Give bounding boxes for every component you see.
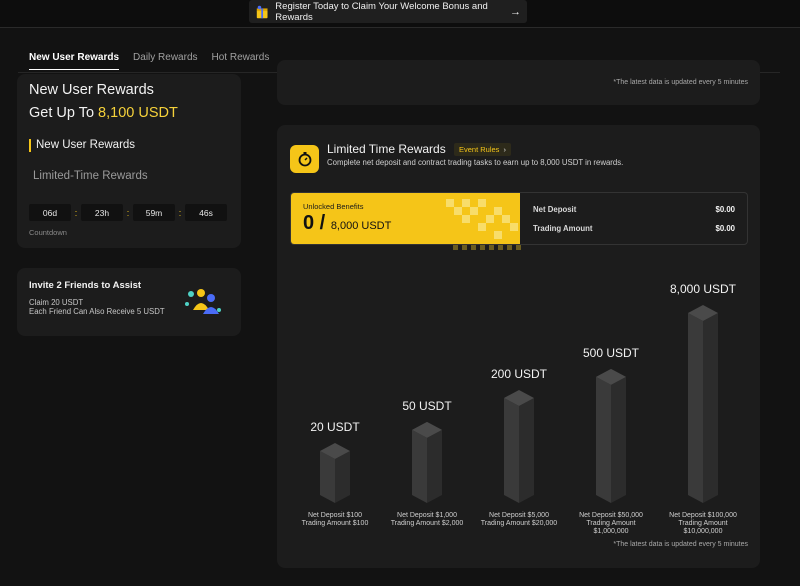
invite-line-2: Each Friend Can Also Receive 5 USDT <box>29 307 165 316</box>
tier-bar <box>596 368 626 503</box>
arrow-right-icon: → <box>510 5 521 18</box>
tier-requirement-label: Net Deposit $5,000 <box>489 512 549 519</box>
tier-value-label: 50 USDT <box>402 399 452 413</box>
countdown-minutes: 59m <box>133 204 175 221</box>
tier-bar <box>504 389 534 503</box>
update-note: *The latest data is updated every 5 minu… <box>613 79 748 86</box>
tier-bar <box>320 443 350 503</box>
card-subtitle: Get Up To 8,100 USDT <box>29 105 178 121</box>
tier-value-label: 500 USDT <box>583 346 640 360</box>
tier-requirement-label: $10,000,000 <box>684 528 723 535</box>
unlocked-amount: 0 / <box>303 212 326 234</box>
tier-requirement-label: Net Deposit $1,000 <box>397 512 457 519</box>
limited-time-description: Complete net deposit and contract tradin… <box>327 158 624 167</box>
limited-time-title: Limited Time Rewards <box>327 142 446 156</box>
tier-requirement-label: Trading Amount $2,000 <box>391 520 464 527</box>
net-deposit-label: Net Deposit <box>533 205 577 214</box>
banner-text: Register Today to Claim Your Welcome Bon… <box>275 0 488 23</box>
tier-requirement-label: Trading Amount $20,000 <box>481 520 558 527</box>
menu-item-limited-time-rewards[interactable]: Limited-Time Rewards <box>33 170 148 182</box>
tier-value-label: 20 USDT <box>310 420 360 434</box>
countdown-label: Countdown <box>29 228 67 237</box>
tab-daily-rewards[interactable]: Daily Rewards <box>133 52 198 63</box>
countdown-separator: : <box>178 207 182 218</box>
tier-requirement-label: Trading Amount <box>586 520 635 527</box>
tier-bar <box>688 305 718 503</box>
menu-item-new-user-rewards[interactable]: New User Rewards <box>29 139 135 152</box>
unlocked-benefits-label: Unlocked Benefits <box>303 202 364 211</box>
update-note-bottom: *The latest data is updated every 5 minu… <box>613 541 748 548</box>
reward-tabs: New User Rewards Daily Rewards Hot Rewar… <box>29 52 269 70</box>
tier-bar <box>412 421 442 503</box>
new-user-rewards-card: New User Rewards Get Up To 8,100 USDT Ne… <box>17 74 241 248</box>
tier-requirement-label: Net Deposit $50,000 <box>579 512 643 519</box>
countdown-separator: : <box>126 207 130 218</box>
limited-time-rewards-card: Limited Time Rewards Event Rules › Compl… <box>277 125 760 568</box>
stopwatch-icon <box>290 145 319 173</box>
pixel-decoration <box>446 199 518 239</box>
tier-requirement-label: Net Deposit $100,000 <box>669 512 737 519</box>
pixel-decoration-row <box>453 245 521 250</box>
benefits-panel: Unlocked Benefits 0 / 8,000 USDT Net Dep… <box>290 192 748 250</box>
event-rules-link[interactable]: Event Rules › <box>454 143 511 156</box>
top-bar: Register Today to Claim Your Welcome Bon… <box>0 0 800 28</box>
tier-requirement-label: $1,000,000 <box>593 528 628 535</box>
countdown-hours: 23h <box>81 204 123 221</box>
tier-value-label: 8,000 USDT <box>670 282 737 296</box>
countdown-days: 06d <box>29 204 71 221</box>
register-banner[interactable]: Register Today to Claim Your Welcome Bon… <box>249 0 527 23</box>
tier-requirement-label: Net Deposit $100 <box>308 512 362 519</box>
friends-icon <box>185 289 221 314</box>
tier-value-label: 200 USDT <box>491 367 548 381</box>
trading-amount-value: $0.00 <box>715 224 735 233</box>
unlocked-total: 8,000 USDT <box>330 220 392 232</box>
countdown-timer: 06d : 23h : 59m : 46s <box>29 204 227 221</box>
subtitle-amount: 8,100 USDT <box>98 105 178 121</box>
unlocked-benefits-value: 0 / 8,000 USDT <box>303 212 391 235</box>
card-title: New User Rewards <box>29 82 154 98</box>
trading-amount-label: Trading Amount <box>533 224 593 233</box>
tier-requirement-label: Trading Amount <box>678 520 727 527</box>
previous-section-card: *The latest data is updated every 5 minu… <box>277 60 760 105</box>
tab-hot-rewards[interactable]: Hot Rewards <box>211 52 270 63</box>
event-rules-label: Event Rules <box>459 145 500 154</box>
tier-requirement-label: Trading Amount $100 <box>302 520 369 527</box>
gift-icon <box>256 5 268 18</box>
invite-line-1: Claim 20 USDT <box>29 298 84 307</box>
countdown-separator: : <box>74 207 78 218</box>
invite-text: Claim 20 USDT Each Friend Can Also Recei… <box>29 298 169 316</box>
countdown-seconds: 46s <box>185 204 227 221</box>
invite-friends-card[interactable]: Invite 2 Friends to Assist Claim 20 USDT… <box>17 268 241 336</box>
unlocked-benefits-box: Unlocked Benefits 0 / 8,000 USDT <box>291 193 520 244</box>
net-deposit-value: $0.00 <box>715 205 735 214</box>
chevron-right-icon: › <box>503 145 506 154</box>
tab-new-user-rewards[interactable]: New User Rewards <box>29 52 120 70</box>
invite-title: Invite 2 Friends to Assist <box>29 280 142 291</box>
subtitle-prefix: Get Up To <box>29 105 99 121</box>
